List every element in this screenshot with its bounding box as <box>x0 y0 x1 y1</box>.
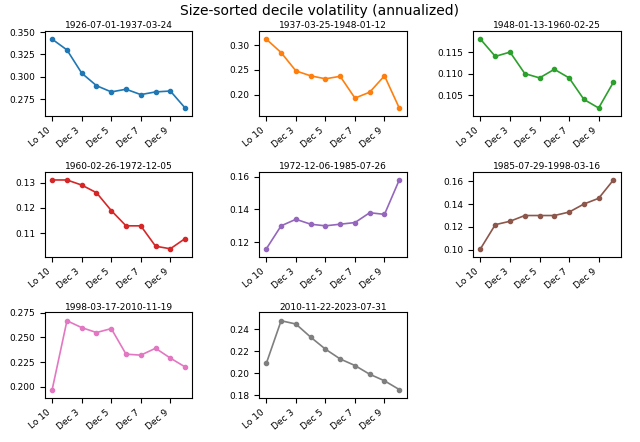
Title: 1926-07-01-1937-03-24: 1926-07-01-1937-03-24 <box>65 21 173 30</box>
Title: 2010-11-22-2023-07-31: 2010-11-22-2023-07-31 <box>279 303 387 312</box>
Title: 1937-03-25-1948-01-12: 1937-03-25-1948-01-12 <box>279 21 387 30</box>
Title: 1985-07-29-1998-03-16: 1985-07-29-1998-03-16 <box>493 162 601 171</box>
Text: Size-sorted decile volatility (annualized): Size-sorted decile volatility (annualize… <box>180 4 460 19</box>
Title: 1972-12-06-1985-07-26: 1972-12-06-1985-07-26 <box>279 162 387 171</box>
Title: 1998-03-17-2010-11-19: 1998-03-17-2010-11-19 <box>65 303 173 312</box>
Title: 1960-02-26-1972-12-05: 1960-02-26-1972-12-05 <box>65 162 173 171</box>
Title: 1948-01-13-1960-02-25: 1948-01-13-1960-02-25 <box>493 21 601 30</box>
